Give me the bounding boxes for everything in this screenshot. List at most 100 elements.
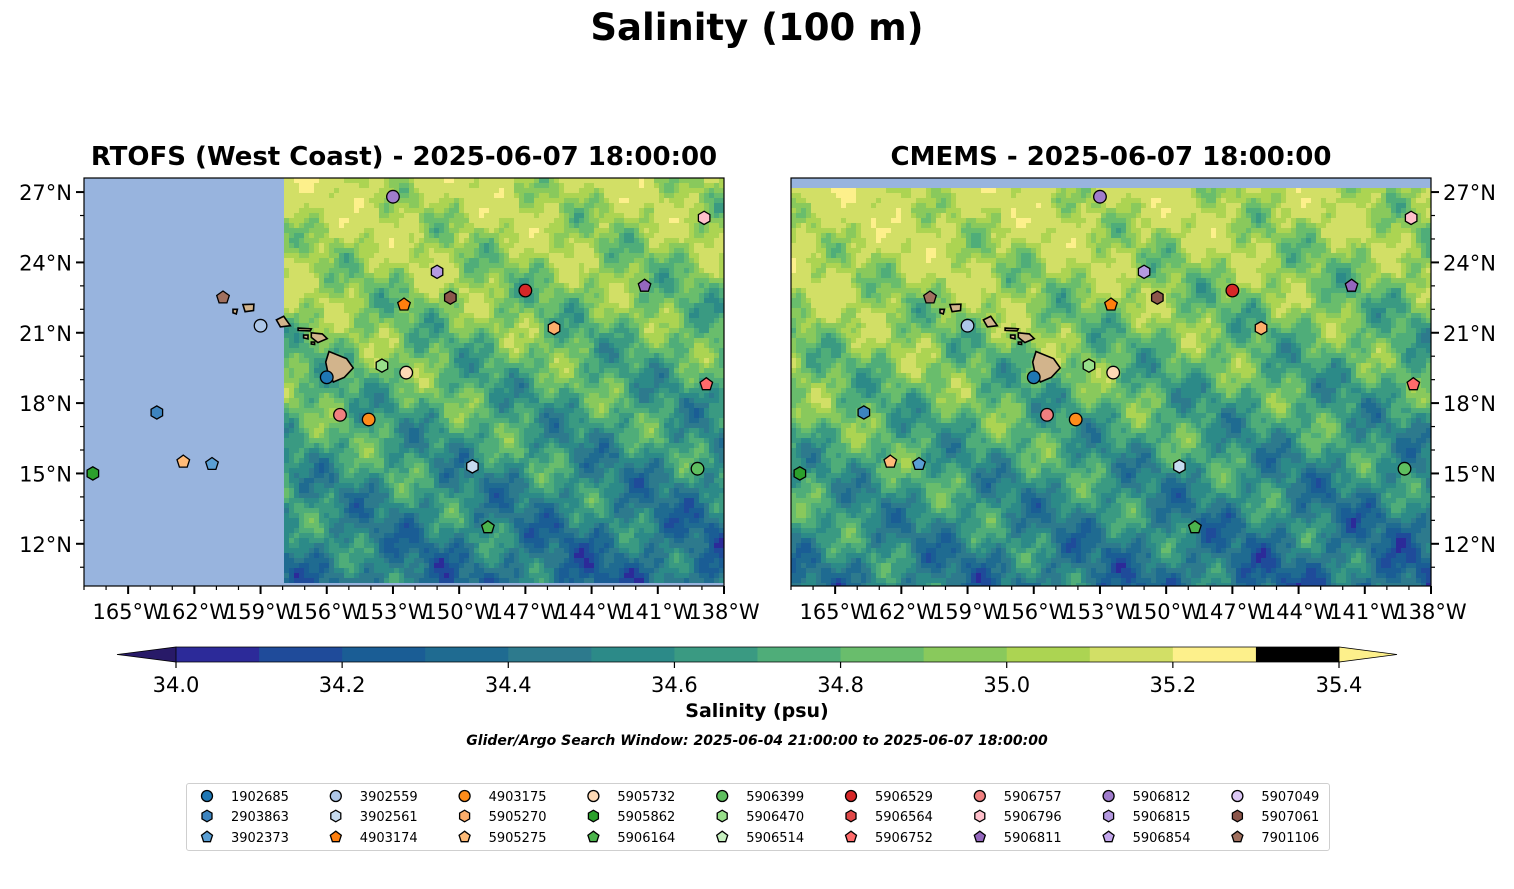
legend-label: 3902561 bbox=[360, 810, 418, 825]
colorbar-segment bbox=[1172, 647, 1257, 662]
y-tick-label: 12°N bbox=[1443, 533, 1496, 557]
legend-label: 5906470 bbox=[746, 810, 804, 825]
x-tick-label: 144°W bbox=[1263, 600, 1335, 624]
island-molokai bbox=[1004, 327, 1020, 332]
legend-marker bbox=[458, 830, 471, 843]
float-5906815 bbox=[430, 264, 444, 280]
y-tick-label: 24°N bbox=[19, 251, 72, 275]
x-tick-label: 147°W bbox=[1197, 600, 1269, 624]
legend-label: 1902685 bbox=[231, 790, 289, 805]
colorbar-segment bbox=[757, 647, 842, 662]
island-oahu bbox=[982, 315, 999, 328]
y-tick-label: 21°N bbox=[19, 322, 72, 346]
colorbar-tick-label: 35.2 bbox=[1149, 673, 1196, 697]
float-4903174 bbox=[1103, 297, 1119, 311]
legend-item: 5907061 bbox=[1231, 809, 1319, 825]
y-axis: 12°N 15°N 18°N 21°N 24°N 27°N bbox=[1431, 181, 1496, 568]
float-5906811 bbox=[1344, 278, 1359, 292]
island-maui bbox=[1017, 331, 1036, 344]
colorbar-segment bbox=[259, 647, 343, 662]
float-5906757 bbox=[1040, 407, 1054, 422]
x-tick-label: 156°W bbox=[998, 600, 1070, 624]
legend-label: 5906529 bbox=[875, 790, 933, 805]
float-2903863 bbox=[857, 405, 871, 420]
legend-label: 5905270 bbox=[489, 810, 547, 825]
colorbar-label: Salinity (psu) bbox=[685, 700, 829, 722]
float-3902373 bbox=[204, 456, 220, 471]
legend-marker bbox=[716, 789, 729, 803]
x-tick-label: 159°W bbox=[225, 600, 297, 624]
legend-marker bbox=[716, 809, 728, 823]
legend-item: 5906854 bbox=[1102, 830, 1191, 846]
legend-item: 5906815 bbox=[1102, 809, 1191, 825]
legend-label: 5906564 bbox=[875, 810, 933, 825]
legend-item: 3902561 bbox=[330, 809, 418, 825]
float-3902561 bbox=[466, 459, 479, 474]
float-1902685 bbox=[1026, 370, 1041, 385]
colorbar-tick-label: 34.2 bbox=[319, 673, 366, 697]
y-tick-label: 18°N bbox=[19, 392, 72, 416]
legend-marker bbox=[715, 830, 729, 843]
x-axis: 165°W162°W159°W156°W153°W150°W147°W144°W… bbox=[790, 586, 1467, 624]
float-markers bbox=[86, 155, 714, 534]
x-tick-label: 156°W bbox=[291, 600, 363, 624]
legend-item: 5905275 bbox=[458, 830, 547, 846]
x-tick-label: 138°W bbox=[1395, 600, 1467, 624]
x-tick-label: 159°W bbox=[932, 600, 1004, 624]
legend-marker bbox=[845, 809, 857, 823]
float-5906564 bbox=[1364, 178, 1366, 179]
colorbar-segment bbox=[674, 647, 758, 662]
x-axis: 165°W162°W159°W156°W153°W150°W147°W144°W… bbox=[83, 586, 760, 624]
legend-label: 3902559 bbox=[360, 790, 418, 805]
x-tick-label: 141°W bbox=[1329, 600, 1401, 624]
y-tick-label: 27°N bbox=[1443, 181, 1496, 205]
legend-label: 5905862 bbox=[617, 810, 675, 825]
legend-marker bbox=[1231, 830, 1244, 843]
legend-marker bbox=[200, 830, 214, 843]
legend-item: 5905732 bbox=[587, 789, 675, 805]
y-tick-label: 15°N bbox=[1443, 462, 1496, 486]
legend-item: 5905862 bbox=[587, 809, 675, 825]
legend-label: 5906854 bbox=[1133, 831, 1191, 846]
legend-item: 3902559 bbox=[329, 789, 418, 805]
legend-label: 4903174 bbox=[360, 831, 418, 846]
y-tick-label: 21°N bbox=[1443, 322, 1496, 346]
legend-label: 7901106 bbox=[1261, 831, 1319, 846]
y-tick-label: 24°N bbox=[1443, 251, 1496, 275]
island-maui bbox=[310, 331, 329, 344]
float-5905275 bbox=[883, 454, 898, 468]
legend-label: 2903863 bbox=[231, 810, 289, 825]
y-tick-label: 12°N bbox=[19, 533, 72, 557]
float-5905270 bbox=[547, 320, 561, 336]
legend-marker bbox=[587, 789, 600, 803]
island-kauai bbox=[948, 303, 962, 313]
float-5905732 bbox=[399, 365, 414, 380]
float-5906812 bbox=[1093, 189, 1107, 204]
float-5906752 bbox=[1406, 376, 1421, 391]
legend-marker bbox=[844, 830, 858, 843]
x-tick-label: 153°W bbox=[1064, 600, 1136, 624]
colorbar-segment bbox=[591, 647, 675, 662]
x-tick-label: 150°W bbox=[423, 600, 495, 624]
island-lanai bbox=[1009, 334, 1016, 340]
float-5907061 bbox=[1150, 290, 1164, 305]
legend-label: 4903175 bbox=[489, 790, 547, 805]
float-5905862 bbox=[793, 466, 807, 481]
float-5906811 bbox=[637, 278, 652, 292]
float-2903863 bbox=[150, 405, 164, 420]
legend-label: 5907061 bbox=[1261, 810, 1319, 825]
float-5906854 bbox=[345, 155, 358, 167]
legend-label: 5907049 bbox=[1261, 790, 1319, 805]
right-panel-title: CMEMS - 2025-06-07 18:00:00 bbox=[890, 142, 1332, 172]
legend-label: 5906815 bbox=[1133, 810, 1191, 825]
legend-label: 5906514 bbox=[746, 831, 804, 846]
legend-label: 5906752 bbox=[875, 831, 933, 846]
float-5905862 bbox=[86, 466, 100, 481]
legend-canvas: 1902685 2903863 3902373 3902559 3902561 49031… bbox=[200, 789, 1319, 846]
legend-marker bbox=[330, 809, 342, 823]
colorbar-segment bbox=[176, 647, 260, 662]
legend-item: 5906796 bbox=[974, 809, 1062, 825]
legend-item: 2903863 bbox=[201, 809, 289, 825]
float-5906470 bbox=[1082, 358, 1096, 373]
